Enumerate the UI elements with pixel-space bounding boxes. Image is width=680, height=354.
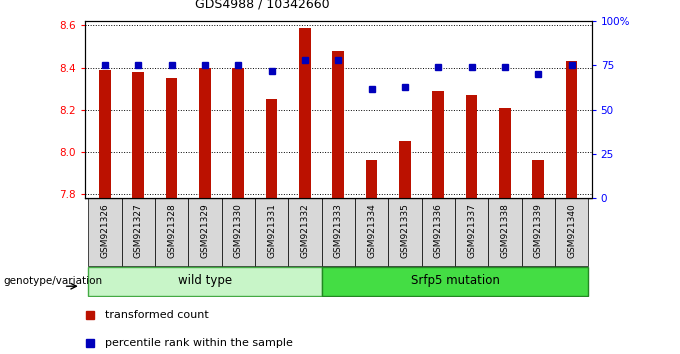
- Text: GSM921332: GSM921332: [301, 204, 309, 258]
- Bar: [266, 99, 277, 354]
- Text: GDS4988 / 10342660: GDS4988 / 10342660: [195, 0, 330, 11]
- Bar: [188, 198, 222, 266]
- Text: GSM921337: GSM921337: [467, 204, 476, 258]
- Text: GSM921329: GSM921329: [201, 204, 209, 258]
- Text: transformed count: transformed count: [105, 310, 209, 320]
- Bar: [255, 198, 288, 266]
- Text: GSM921335: GSM921335: [401, 204, 409, 258]
- Text: GSM921340: GSM921340: [567, 204, 576, 258]
- Bar: [133, 72, 144, 354]
- Text: GSM921326: GSM921326: [101, 204, 109, 258]
- Bar: [422, 198, 455, 266]
- Text: GSM921338: GSM921338: [500, 204, 509, 258]
- Bar: [322, 198, 355, 266]
- Bar: [366, 160, 377, 354]
- Bar: [99, 70, 111, 354]
- Bar: [522, 198, 555, 266]
- Bar: [499, 108, 511, 354]
- Bar: [233, 68, 244, 354]
- Text: GSM921328: GSM921328: [167, 204, 176, 258]
- Text: percentile rank within the sample: percentile rank within the sample: [105, 338, 293, 348]
- Bar: [399, 141, 411, 354]
- Bar: [88, 198, 122, 266]
- Bar: [532, 160, 544, 354]
- Bar: [566, 61, 577, 354]
- Text: GSM921334: GSM921334: [367, 204, 376, 258]
- Bar: [322, 267, 588, 296]
- Text: GSM921333: GSM921333: [334, 204, 343, 258]
- Bar: [155, 198, 188, 266]
- Text: GSM921327: GSM921327: [134, 204, 143, 258]
- Bar: [466, 95, 477, 354]
- Text: genotype/variation: genotype/variation: [3, 276, 103, 286]
- Bar: [199, 68, 211, 354]
- Text: wild type: wild type: [178, 274, 232, 287]
- Bar: [432, 91, 444, 354]
- Bar: [299, 28, 311, 354]
- Bar: [88, 267, 322, 296]
- Text: GSM921331: GSM921331: [267, 204, 276, 258]
- Bar: [333, 51, 344, 354]
- Bar: [288, 198, 322, 266]
- Bar: [455, 198, 488, 266]
- Text: GSM921336: GSM921336: [434, 204, 443, 258]
- Bar: [355, 198, 388, 266]
- Bar: [488, 198, 522, 266]
- Bar: [166, 78, 177, 354]
- Bar: [222, 198, 255, 266]
- Bar: [555, 198, 588, 266]
- Text: Srfp5 mutation: Srfp5 mutation: [411, 274, 499, 287]
- Text: GSM921339: GSM921339: [534, 204, 543, 258]
- Text: GSM921330: GSM921330: [234, 204, 243, 258]
- Bar: [122, 198, 155, 266]
- Bar: [388, 198, 422, 266]
